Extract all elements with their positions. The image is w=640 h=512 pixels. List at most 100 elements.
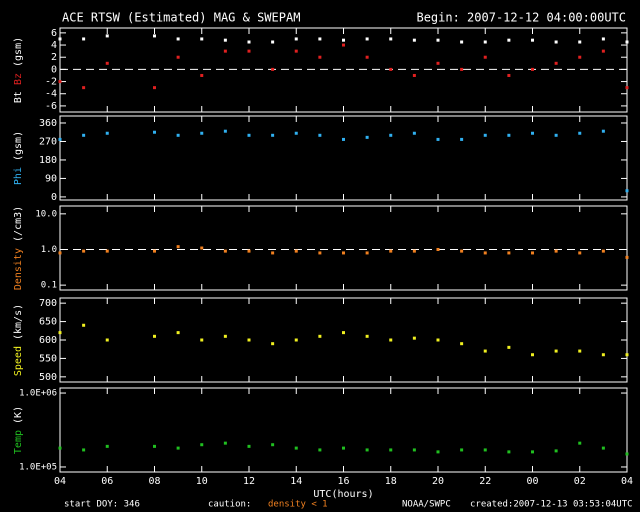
data-point: [271, 443, 275, 447]
data-point: [507, 38, 511, 42]
data-point: [105, 34, 109, 38]
data-point: [507, 345, 511, 349]
x-tick-label: 12: [243, 476, 255, 487]
data-point: [318, 334, 322, 338]
data-point: [436, 450, 440, 454]
data-point: [365, 448, 369, 452]
start-doy: start DOY: 346: [64, 500, 140, 510]
data-point: [436, 338, 440, 342]
data-point: [554, 40, 558, 44]
data-point: [153, 34, 156, 38]
data-point: [223, 249, 227, 253]
data-point: [271, 67, 275, 71]
data-point: [625, 86, 629, 90]
series-name: Phi: [13, 167, 24, 185]
data-point: [342, 43, 345, 47]
data-point: [153, 130, 156, 134]
panel-frame: [59, 115, 628, 201]
data-point: [342, 38, 345, 42]
data-point: [483, 133, 487, 137]
data-point: [460, 40, 464, 44]
data-point: [82, 133, 86, 137]
x-tick-label: 08: [148, 476, 160, 487]
data-point: [223, 129, 227, 133]
data-point: [460, 67, 464, 71]
series-name: Bt: [13, 91, 24, 103]
data-point: [247, 40, 251, 44]
data-point: [318, 448, 322, 452]
x-tick-label: 04: [54, 476, 66, 487]
x-tick-label: 18: [385, 476, 397, 487]
data-point: [365, 251, 369, 255]
y-tick-label: -4: [45, 89, 57, 100]
data-point: [507, 450, 511, 454]
data-point: [294, 131, 298, 135]
data-point: [578, 40, 582, 44]
data-point: [554, 449, 558, 453]
data-point: [625, 255, 629, 259]
data-point: [176, 133, 180, 137]
data-point: [531, 251, 534, 255]
data-point: [105, 131, 109, 135]
chart-title: ACE RTSW (Estimated) MAG & SWEPAM: [62, 11, 300, 25]
x-tick-label: 04: [621, 476, 633, 487]
data-point: [531, 450, 534, 454]
data-point: [342, 137, 345, 141]
data-point: [389, 133, 393, 137]
data-point: [82, 448, 86, 452]
x-axis-label: UTC(hours): [313, 489, 373, 500]
data-point: [507, 73, 511, 77]
y-unit: (gsm): [13, 131, 24, 161]
source: NOAA/SWPC: [402, 500, 451, 510]
data-point: [483, 40, 487, 44]
y-unit: (km/s): [13, 304, 24, 340]
data-point: [483, 448, 487, 452]
y-tick-label: 6: [51, 28, 57, 39]
data-point: [58, 80, 62, 84]
data-point: [58, 331, 62, 335]
data-point: [436, 247, 440, 251]
data-point: [105, 249, 109, 253]
data-point: [483, 251, 487, 255]
data-point: [436, 61, 440, 65]
data-point: [58, 37, 62, 41]
data-point: [578, 441, 582, 445]
y-unit: (/cm3): [13, 206, 24, 242]
data-point: [436, 137, 440, 141]
data-point: [365, 334, 369, 338]
data-point: [601, 249, 605, 253]
panel-frame: [59, 387, 628, 473]
data-point: [271, 40, 275, 44]
data-point: [200, 37, 204, 41]
data-point: [554, 133, 558, 137]
data-point: [318, 37, 322, 41]
data-point: [82, 323, 86, 327]
data-point: [625, 40, 629, 44]
data-point: [412, 38, 416, 42]
y-tick-label: 10.0: [35, 209, 57, 219]
x-tick-label: 02: [574, 476, 586, 487]
data-point: [247, 338, 251, 342]
data-point: [58, 446, 62, 450]
series-name: Temp: [13, 430, 24, 454]
data-point: [460, 342, 464, 346]
y-tick-label: 1.0E+06: [19, 389, 57, 399]
data-point: [176, 446, 180, 450]
data-point: [82, 37, 86, 41]
y-tick-label: 2: [51, 52, 57, 63]
data-point: [247, 444, 251, 448]
data-point: [200, 443, 204, 447]
data-point: [223, 441, 227, 445]
y-tick-label: 650: [39, 317, 57, 328]
data-point: [105, 444, 109, 448]
data-point: [58, 251, 62, 255]
density-note: density < 1: [268, 500, 328, 510]
data-point: [507, 133, 511, 137]
y-tick-label: 1.0E+05: [19, 462, 57, 472]
data-point: [247, 249, 251, 253]
data-point: [365, 135, 369, 139]
data-point: [389, 67, 393, 71]
caution: caution:: [208, 500, 251, 510]
x-tick-label: 06: [101, 476, 113, 487]
